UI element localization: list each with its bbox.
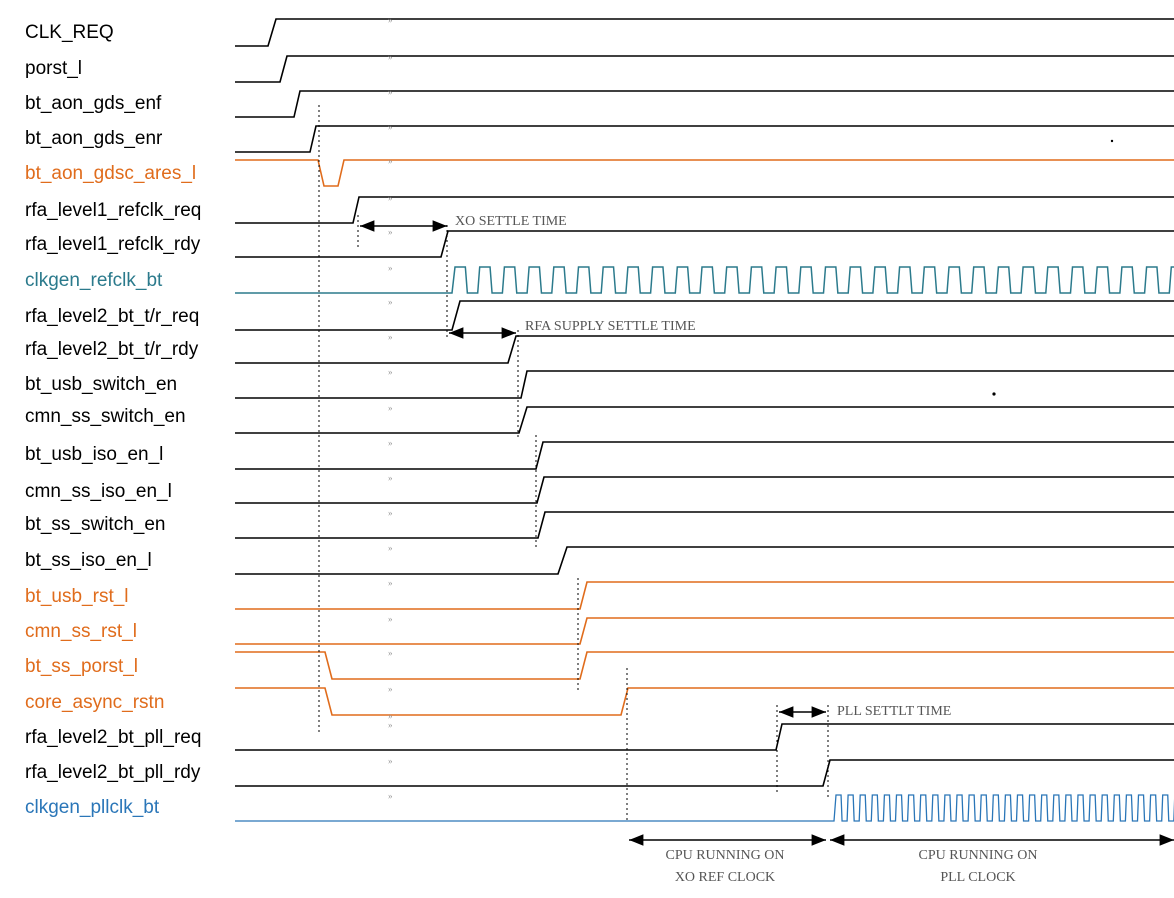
break-mark: » — [388, 711, 393, 721]
cpu-xo-ref-clock-label: CPU RUNNING ON XO REF CLOCK — [640, 848, 810, 886]
signal-label: rfa_level2_bt_pll_req — [25, 727, 202, 748]
break-mark: » — [388, 263, 393, 273]
waveform-cmn-ss-iso-en-l — [235, 476, 1174, 504]
waveform-rfa-level1-refclk-rdy — [235, 230, 1174, 258]
break-mark: » — [388, 403, 393, 413]
break-mark: » — [388, 578, 393, 588]
signal-label: CLK_REQ — [25, 22, 114, 43]
signal-label: cmn_ss_rst_l — [25, 621, 137, 642]
break-mark: » — [388, 332, 393, 342]
cpu-xo-line2: XO REF CLOCK — [674, 870, 776, 885]
signal-label: bt_ss_iso_en_l — [25, 550, 152, 571]
waveform-bt-usb-switch-en — [235, 370, 1174, 399]
waveform-cmn-ss-switch-en — [235, 406, 1174, 434]
waveform-bt-ss-switch-en — [235, 511, 1174, 539]
signal-label: rfa_level2_bt_t/r_req — [25, 306, 200, 327]
break-mark: » — [388, 508, 393, 518]
break-mark: » — [388, 543, 393, 553]
waveform-rfa-level2-bt-tr-rdy — [235, 335, 1174, 364]
break-mark: » — [388, 87, 393, 97]
signal-label: core_async_rstn — [25, 692, 165, 713]
waveform-bt-ss-iso-en-l — [235, 546, 1174, 575]
break-mark: » — [388, 756, 393, 766]
pll-settle-time-label: PLL SETTLT TIME — [837, 704, 952, 719]
waveform-cmn-ss-rst-l — [235, 617, 1174, 645]
break-mark: » — [388, 438, 393, 448]
waveform-rfa-level2-bt-tr-req — [235, 300, 1174, 331]
signal-label: bt_aon_gds_enr — [25, 128, 163, 149]
signal-label: bt_usb_iso_en_l — [25, 444, 164, 465]
waveform-bt-usb-rst-l — [235, 581, 1174, 610]
stray-dot — [992, 392, 996, 396]
signal-label: bt_ss_porst_l — [25, 656, 139, 677]
cpu-pll-clock-label: CPU RUNNING ON PLL CLOCK — [893, 848, 1063, 886]
signal-label: rfa_level1_refclk_req — [25, 200, 202, 221]
break-mark: » — [388, 473, 393, 483]
break-mark: » — [388, 122, 393, 132]
xo-settle-time-label: XO SETTLE TIME — [455, 214, 567, 229]
cpu-xo-line1: CPU RUNNING ON — [665, 848, 785, 863]
break-mark: » — [388, 156, 393, 166]
signal-label: porst_l — [25, 58, 83, 79]
signal-label: cmn_ss_switch_en — [25, 406, 186, 427]
break-mark: » — [388, 684, 393, 694]
waveform-bt-ss-porst-l — [235, 651, 1174, 680]
break-mark: » — [388, 227, 393, 237]
cpu-pll-line2: PLL CLOCK — [940, 870, 1016, 885]
signal-label: cmn_ss_iso_en_l — [25, 481, 172, 502]
waveform-clk-req — [235, 18, 1174, 47]
break-mark: » — [388, 15, 393, 25]
break-mark: » — [388, 720, 393, 730]
waveform-rfa-level1-refclk-req — [235, 196, 1174, 224]
signal-label: clkgen_pllclk_bt — [25, 797, 160, 818]
waveform-bt-aon-gdsc-ares-l — [235, 159, 1174, 187]
waveform-rfa-level2-bt-pll-rdy — [235, 759, 1174, 787]
cpu-pll-line1: CPU RUNNING ON — [918, 848, 1038, 863]
signal-label: rfa_level2_bt_pll_rdy — [25, 762, 201, 783]
waveform-clkgen-refclk-bt — [235, 266, 1174, 294]
break-mark: » — [388, 52, 393, 62]
signal-label: clkgen_refclk_bt — [25, 270, 163, 291]
break-mark: » — [388, 193, 393, 203]
signal-label: bt_aon_gds_enf — [25, 93, 162, 114]
waveform-bt-usb-iso-en-l — [235, 441, 1174, 470]
waveform-bt-aon-gds-enf — [235, 90, 1174, 118]
signal-label: bt_usb_rst_l — [25, 586, 129, 607]
signal-label: bt_ss_switch_en — [25, 514, 166, 535]
signal-label: bt_usb_switch_en — [25, 374, 178, 395]
signal-label: rfa_level1_refclk_rdy — [25, 234, 201, 255]
waveform-bt-aon-gds-enr — [235, 125, 1174, 153]
break-mark: » — [388, 367, 393, 377]
break-mark: » — [388, 648, 393, 658]
stray-dot — [1110, 139, 1114, 143]
waveform-core-async-rstn — [235, 687, 1174, 716]
waveform-clkgen-pllclk-bt — [235, 794, 1174, 822]
break-mark: » — [388, 297, 393, 307]
waveform-rfa-level2-bt-pll-req — [235, 723, 1174, 751]
break-mark: » — [388, 614, 393, 624]
signal-label: rfa_level2_bt_t/r_rdy — [25, 339, 199, 360]
break-mark: » — [388, 791, 393, 801]
signal-label: bt_aon_gdsc_ares_l — [25, 163, 197, 184]
rfa-supply-settle-time-label: RFA SUPPLY SETTLE TIME — [525, 319, 696, 334]
waveform-porst-l — [235, 55, 1174, 83]
